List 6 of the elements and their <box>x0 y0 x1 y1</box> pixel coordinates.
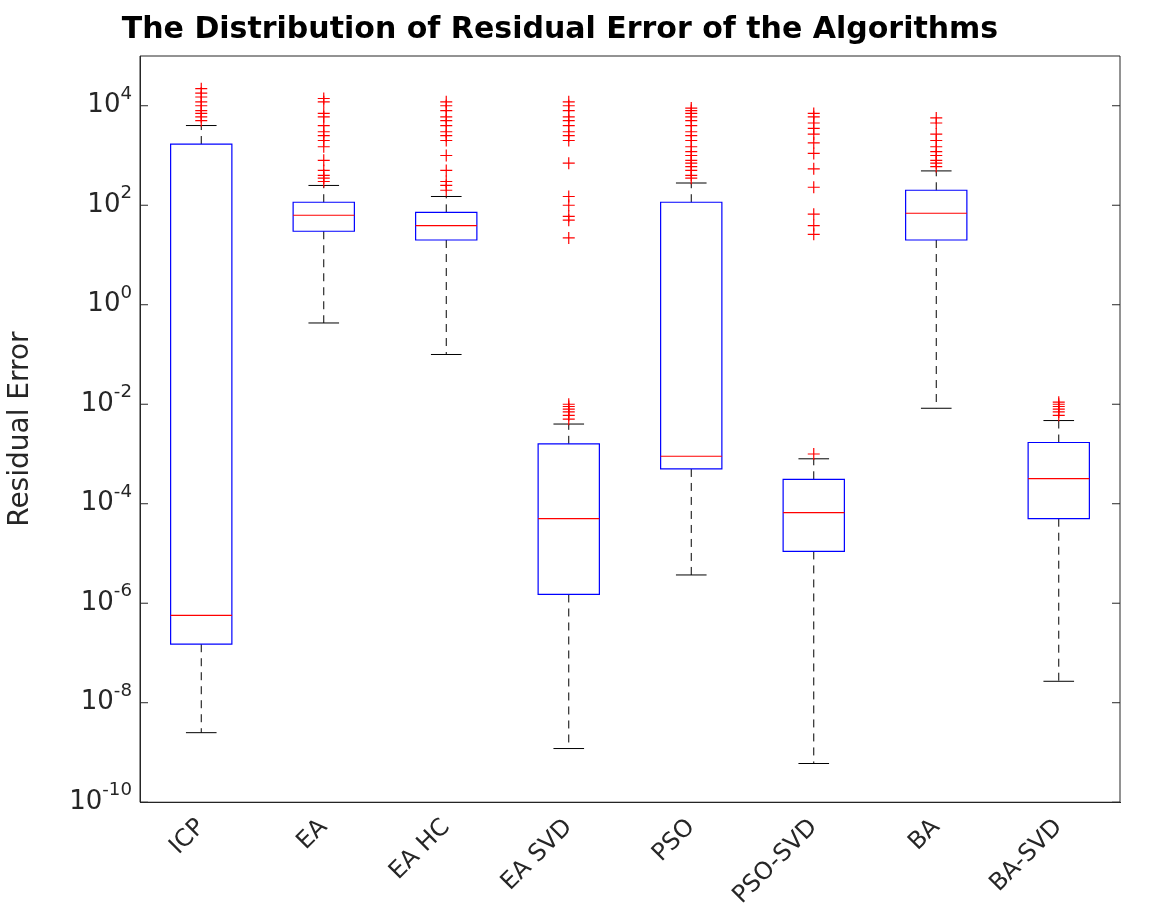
x-tick-label: EA <box>290 811 333 855</box>
x-tick-label: ICP <box>163 812 210 860</box>
y-axis-title: Residual Error <box>2 330 36 527</box>
x-tick-label: EA HC <box>382 812 455 885</box>
x-tick-label: BA <box>901 811 946 856</box>
chart-title: The Distribution of Residual Error of the Algorithms <box>121 9 999 45</box>
